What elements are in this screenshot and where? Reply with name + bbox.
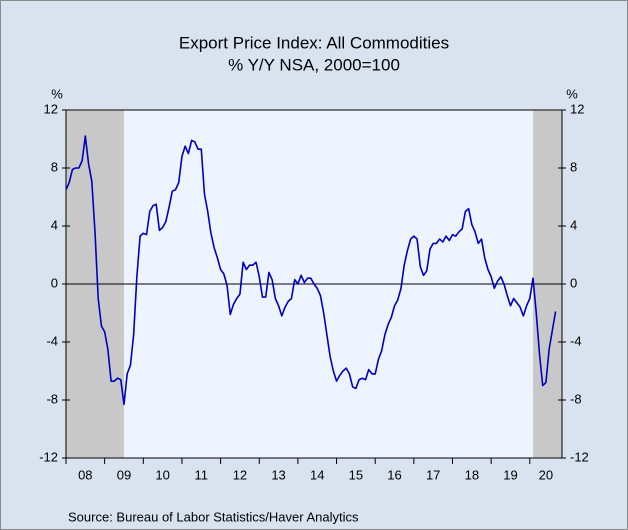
x-tick-label: 14 xyxy=(310,467,324,482)
y-tick-label: 8 xyxy=(51,159,58,174)
x-tick-label: 17 xyxy=(426,467,440,482)
y2-tick-label: -12 xyxy=(570,449,589,464)
plot-frame xyxy=(65,109,563,459)
y-tick-label: -8 xyxy=(46,391,58,406)
source: Source: Bureau of Labor Statistics/Haver… xyxy=(68,509,359,524)
y2-tick-label: 12 xyxy=(570,101,584,116)
y2-tick-label: 8 xyxy=(570,159,577,174)
y2-tick-label: -8 xyxy=(570,391,582,406)
y2-tick-label: 4 xyxy=(570,217,577,232)
x-tick-label: 08 xyxy=(78,467,92,482)
x-tick-label: 20 xyxy=(539,467,553,482)
y-tick-label: -4 xyxy=(46,333,58,348)
y-tick-label: -12 xyxy=(39,449,58,464)
x-tick-label: 10 xyxy=(155,467,169,482)
data-line xyxy=(65,135,557,406)
y-tick-label: 0 xyxy=(51,275,58,290)
x-tick-label: 16 xyxy=(387,467,401,482)
y2-tick-label: 0 xyxy=(570,275,577,290)
x-tick-label: 09 xyxy=(117,467,131,482)
y-axis-label: % xyxy=(51,86,63,101)
y2-axis-label: % xyxy=(566,86,578,101)
x-tick-label: 15 xyxy=(349,467,363,482)
y2-tick-label: -4 xyxy=(570,333,582,348)
y-tick-label: 4 xyxy=(51,217,58,232)
x-tick-label: 12 xyxy=(233,467,247,482)
x-tick-label: 13 xyxy=(271,467,285,482)
x-tick-label: 18 xyxy=(465,467,479,482)
y-tick-label: 12 xyxy=(44,101,58,116)
x-tick-label: 11 xyxy=(195,467,209,482)
x-tick-label: 19 xyxy=(503,467,517,482)
chart-title: Export Price Index: All Commodities xyxy=(179,33,449,52)
chart-subtitle: % Y/Y NSA, 2000=100 xyxy=(228,55,400,74)
